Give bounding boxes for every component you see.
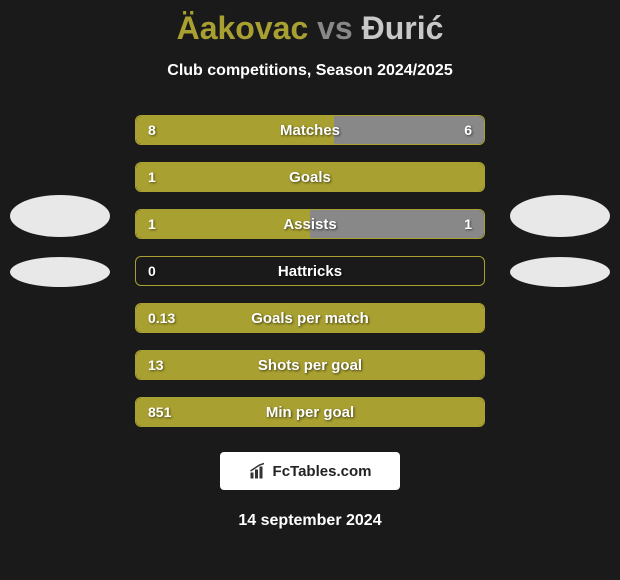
stat-row: 1Goals	[135, 162, 485, 192]
avatar-placeholder-icon	[10, 195, 110, 237]
stat-label: Matches	[136, 122, 484, 139]
stat-row: 86Matches	[135, 115, 485, 145]
stat-row: 851Min per goal	[135, 397, 485, 427]
vs-label: vs	[317, 10, 353, 46]
branding-box: FcTables.com	[220, 452, 400, 490]
stat-label: Shots per goal	[136, 357, 484, 374]
avatar-placeholder-icon	[510, 257, 610, 287]
stat-row: 13Shots per goal	[135, 350, 485, 380]
player2-portrait	[510, 195, 610, 287]
player1-name: Äakovac	[177, 10, 309, 46]
comparison-title: Äakovac vs Đurić	[0, 0, 620, 47]
stat-row: 11Assists	[135, 209, 485, 239]
subtitle: Club competitions, Season 2024/2025	[0, 62, 620, 80]
stat-label: Goals per match	[136, 310, 484, 327]
avatar-placeholder-icon	[510, 195, 610, 237]
avatar-placeholder-icon	[10, 257, 110, 287]
stat-row: 0Hattricks	[135, 256, 485, 286]
stat-label: Assists	[136, 216, 484, 233]
player1-portrait	[10, 195, 110, 287]
chart-icon	[249, 462, 267, 480]
stat-label: Hattricks	[136, 263, 484, 280]
stat-label: Goals	[136, 169, 484, 186]
stat-label: Min per goal	[136, 404, 484, 421]
branding-text: FcTables.com	[273, 463, 372, 480]
stat-row: 0.13Goals per match	[135, 303, 485, 333]
date-text: 14 september 2024	[0, 512, 620, 530]
player2-name: Đurić	[362, 10, 444, 46]
